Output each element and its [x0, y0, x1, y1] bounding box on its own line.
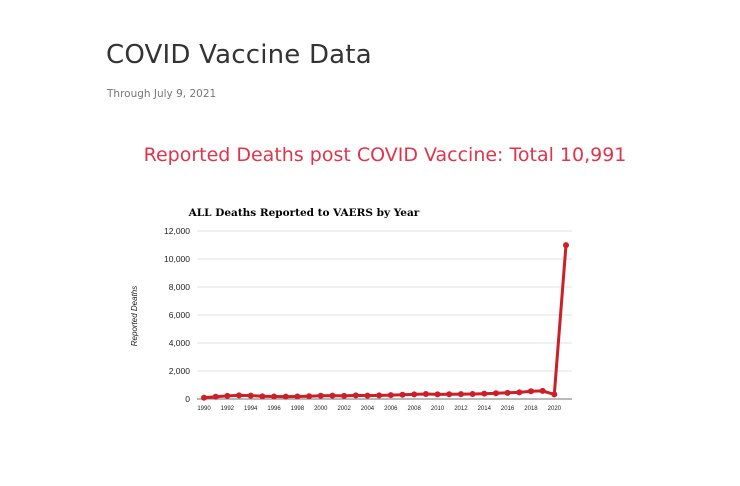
x-tick-label: 2000	[314, 406, 328, 412]
y-tick-label: 10,000	[164, 254, 190, 264]
y-tick-label: 2,000	[169, 366, 191, 376]
data-point	[551, 391, 558, 398]
x-tick-label: 2010	[431, 406, 445, 412]
x-tick-label: 1996	[267, 406, 281, 412]
data-point	[259, 393, 266, 400]
x-tick-label: 2008	[408, 406, 422, 412]
data-point	[434, 391, 441, 398]
x-tick-label: 1994	[244, 406, 258, 412]
data-point	[504, 389, 511, 396]
chart-headline: Reported Deaths post COVID Vaccine: Tota…	[143, 144, 627, 166]
page-title: COVID Vaccine Data	[106, 40, 372, 70]
data-point	[563, 242, 569, 249]
data-point	[271, 393, 278, 400]
x-tick-label: 2002	[337, 406, 351, 412]
series-line	[203, 244, 568, 400]
data-point	[399, 391, 406, 398]
data-point	[329, 392, 336, 399]
x-tick-label: 2016	[501, 406, 515, 412]
x-tick-label: 2006	[384, 406, 398, 412]
x-tick-label: 1998	[291, 406, 305, 412]
y-tick-label: 8,000	[169, 282, 191, 292]
data-point	[527, 388, 534, 395]
x-tick-label: 1992	[221, 406, 235, 412]
data-point	[516, 389, 523, 396]
data-point	[364, 392, 371, 399]
chart-grid	[197, 230, 572, 372]
data-point	[306, 393, 313, 400]
data-point	[212, 393, 219, 400]
y-tick-label: 0	[185, 394, 190, 404]
chart-title: ALL Deaths Reported to VAERS by Year	[188, 207, 420, 219]
x-tick-label: 1990	[197, 406, 211, 412]
data-point	[282, 393, 289, 400]
x-tick-label: 2004	[361, 406, 375, 412]
page-date: Through July 9, 2021	[107, 88, 217, 100]
data-point	[201, 394, 207, 401]
data-point	[469, 390, 476, 397]
x-tick-label: 2018	[524, 406, 538, 412]
data-point	[446, 391, 453, 398]
data-point	[492, 390, 499, 397]
data-point	[247, 392, 254, 399]
y-axis-label: Reported Deaths	[130, 286, 139, 346]
data-point	[457, 391, 464, 398]
data-point	[236, 392, 243, 399]
data-point	[341, 392, 348, 399]
data-point	[481, 390, 488, 397]
data-point	[411, 391, 418, 398]
x-tick-label: 2014	[478, 406, 492, 412]
y-axis-ticks: 0 2,000 4,000 6,000 8,000 10,000 12,000	[164, 226, 190, 404]
data-point	[376, 392, 383, 399]
data-point	[352, 392, 359, 399]
data-point	[422, 390, 429, 397]
x-axis-ticks: 1990 1992 1994 1996 1998 2000 2002 2004 2006 2008…	[197, 406, 561, 412]
x-tick-label: 2020	[548, 406, 562, 412]
x-tick-label: 2012	[454, 406, 468, 412]
data-point	[224, 392, 231, 399]
y-tick-label: 6,000	[169, 310, 191, 320]
y-tick-label: 12,000	[164, 226, 190, 236]
deaths-series	[201, 242, 569, 401]
data-point	[539, 387, 546, 394]
data-point	[387, 392, 394, 399]
data-point	[294, 393, 301, 400]
data-point	[317, 392, 324, 399]
y-tick-label: 4,000	[169, 338, 191, 348]
